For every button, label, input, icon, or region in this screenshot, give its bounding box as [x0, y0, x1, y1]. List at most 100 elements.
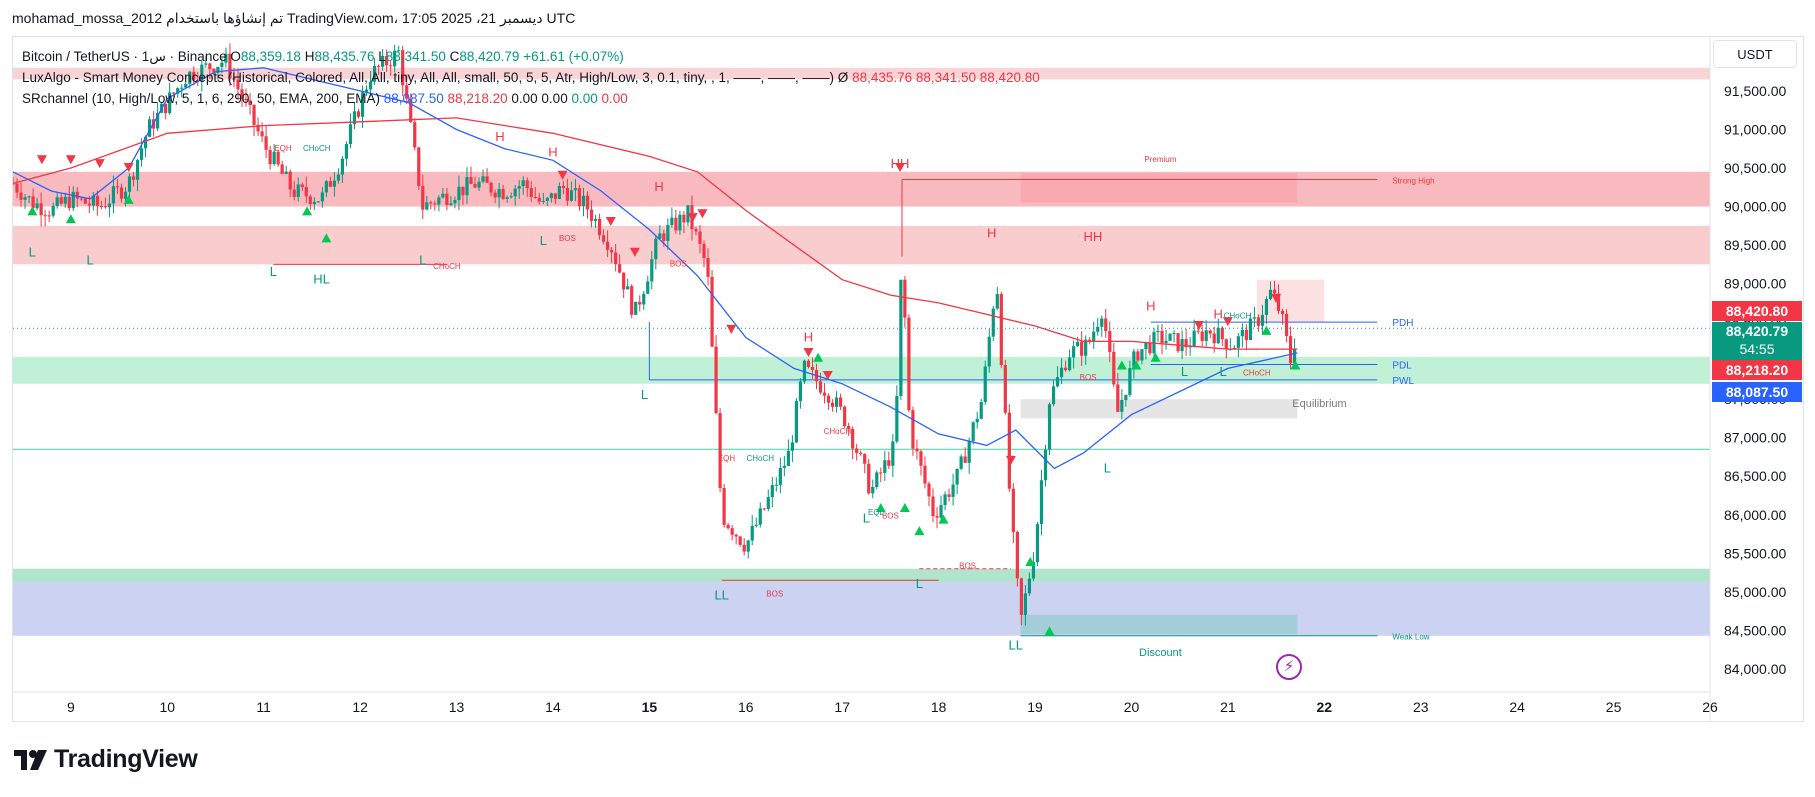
legend-symbol-name: Bitcoin / TetherUS · 1س · Binance: [22, 49, 227, 64]
candle: [983, 360, 987, 405]
candle: [826, 393, 831, 410]
candle: [875, 470, 879, 490]
candle: [1031, 552, 1036, 582]
tradingview-logo: TradingView: [14, 745, 198, 774]
candle: [947, 488, 951, 502]
legend-row-srchannel[interactable]: SRchannel (10, High/Low, 5, 1, 6, 290, 5…: [22, 88, 1040, 109]
candle: [1284, 309, 1289, 343]
candle: [409, 93, 413, 124]
candle: [465, 167, 469, 204]
candle: [1272, 280, 1277, 296]
candle: [47, 210, 51, 223]
legend-row-symbol[interactable]: Bitcoin / TetherUS · 1س · Binance O88,35…: [22, 46, 1040, 67]
candle: [863, 453, 867, 474]
candle: [923, 456, 927, 489]
candle: [537, 192, 541, 205]
candle: [927, 481, 931, 507]
currency-selector[interactable]: USDT: [1713, 40, 1797, 68]
price-tag-value: 88,218.20: [1725, 362, 1789, 378]
candle: [887, 451, 891, 469]
candle: [1088, 337, 1092, 345]
candle: [184, 82, 188, 88]
candle: [907, 314, 911, 412]
candle: [951, 473, 955, 506]
candle: [413, 118, 417, 151]
candle: [1148, 335, 1152, 356]
candle: [1063, 360, 1068, 372]
candle: [232, 67, 236, 88]
candle: [1184, 328, 1188, 356]
zone-box-0: [1020, 173, 1298, 203]
structure-label: L: [540, 233, 547, 248]
candle: [915, 439, 919, 460]
candle: [509, 192, 513, 199]
candle: [336, 168, 341, 184]
bear-signal-triangle: [36, 155, 47, 165]
x-tick-label: 11: [256, 699, 271, 715]
level-label-1: PDH: [1392, 318, 1413, 329]
legend-row-smc[interactable]: LuxAlgo - Smart Money Concepts (Historic…: [22, 67, 1040, 88]
candle: [397, 45, 401, 52]
candle: [577, 184, 582, 211]
structure-label: CHoCH: [1243, 368, 1271, 377]
level-label-0: Strong High: [1392, 177, 1434, 186]
candle: [236, 68, 240, 100]
y-tick-label: 89,000.00: [1724, 276, 1786, 292]
structure-label: Premium: [1144, 155, 1176, 164]
candle: [561, 180, 566, 195]
candle: [505, 195, 509, 203]
bull-signal-triangle: [1116, 360, 1127, 370]
candle: [405, 74, 409, 104]
chart-frame[interactable]: [12, 36, 1804, 722]
candle: [670, 207, 674, 228]
candle: [67, 186, 71, 211]
x-tick-label: 20: [1124, 699, 1140, 715]
candle: [1080, 331, 1084, 366]
bull-signal-triangle: [1044, 626, 1055, 636]
x-tick-label: 24: [1509, 699, 1525, 715]
candle: [204, 56, 208, 68]
candle: [216, 66, 220, 80]
bear-signal-triangle: [1193, 320, 1204, 330]
structure-label: Equilibrium: [1292, 398, 1346, 410]
candle: [1128, 360, 1132, 398]
structure-label: BOS: [959, 562, 976, 571]
candle: [694, 226, 698, 236]
zone-band-1: [13, 171, 1710, 207]
structure-label: LL: [1009, 638, 1023, 653]
candle: [352, 102, 357, 130]
legend-close-label: C: [449, 49, 460, 64]
candle: [1092, 321, 1096, 349]
structure-label: BOS: [766, 589, 783, 598]
bull-signal-triangle: [123, 194, 134, 204]
legend-low-value: 88,341.50: [385, 49, 446, 64]
structure-label: H: [987, 225, 996, 240]
candle: [521, 176, 525, 195]
lightning-icon[interactable]: ⚡: [1276, 654, 1302, 680]
candle: [610, 247, 614, 264]
y-tick-label: 84,000.00: [1724, 661, 1786, 677]
candle: [1084, 335, 1088, 365]
candle: [758, 502, 762, 528]
x-tick-label: 19: [1027, 699, 1043, 715]
candle: [601, 229, 606, 245]
candle: [545, 196, 549, 207]
candle: [224, 47, 228, 68]
y-tick-label: 87,000.00: [1724, 430, 1786, 446]
candle: [959, 454, 963, 471]
candle: [682, 211, 686, 234]
candle: [822, 383, 827, 404]
candle: [750, 514, 754, 546]
candle: [1124, 394, 1128, 407]
candle: [1204, 320, 1208, 347]
candle: [23, 193, 27, 209]
x-tick-label: 26: [1702, 699, 1718, 715]
candle: [634, 301, 638, 316]
candle: [742, 538, 746, 556]
candle: [573, 178, 578, 202]
bear-signal-triangle: [697, 209, 708, 219]
candle: [441, 187, 445, 199]
x-tick-label: 17: [834, 699, 850, 715]
candle: [710, 269, 714, 348]
